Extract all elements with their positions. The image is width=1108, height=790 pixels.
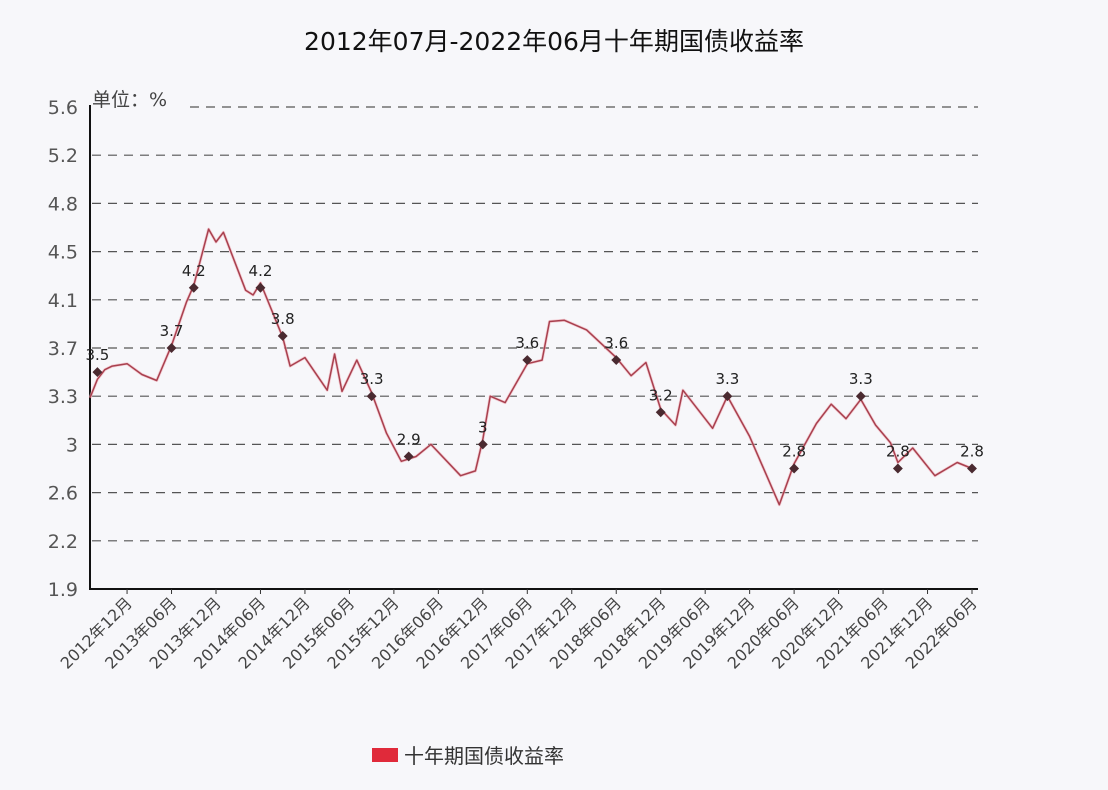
series-line-glow [88,227,973,507]
legend-label: 十年期国债收益率 [404,744,564,768]
data-point-marker [188,282,199,293]
data-point-label: 3.7 [160,322,184,340]
y-tick-label: 4.1 [48,290,78,312]
y-tick-label: 3.7 [48,338,78,360]
y-tick-label: 2.6 [48,483,78,505]
gridlines [92,106,978,542]
chart-title: 2012年07月-2022年06月十年期国债收益率 [304,27,804,56]
series-line-yield [89,228,973,506]
data-point-label: 3.8 [271,310,295,328]
y-axis-ticks: 5.6 5.2 4.8 4.5 4.1 3.7 3.3 3 2.6 2.2 1.9 [48,97,78,601]
y-tick-label: 3 [66,434,78,456]
data-point-label: 2.8 [960,443,984,461]
data-point-marker [855,391,866,402]
data-point-marker [255,282,266,293]
data-point-marker [722,391,733,402]
data-point-marker [522,355,533,365]
unit-label: 单位：% [92,89,167,111]
y-tick-label: 1.9 [48,579,78,601]
data-point-label: 3.2 [649,386,673,404]
data-point-marker [611,355,622,365]
data-point-label: 2.8 [886,443,910,461]
data-point-label: 3.3 [849,370,873,388]
data-point-label: 3.3 [715,370,739,388]
data-point-label: 3.6 [515,334,539,352]
data-point-label: 2.9 [397,430,421,448]
data-point-markers: 3.5 3.7 4.2 4.2 3.8 3.3 2.9 3 3.6 3.6 3.2 3.3 2.8 3.3… [85,262,984,474]
y-tick-label: 2.2 [48,531,78,553]
data-point-label: 3.3 [360,370,384,388]
x-axis-ticks: 2012年12月2013年06月2013年12月2014年06月2014年12月… [57,589,981,673]
data-point-marker [477,439,488,450]
data-point-marker [166,343,177,353]
data-point-marker [789,463,800,474]
data-point-label: 4.2 [249,262,273,280]
data-point-label: 3.5 [85,346,109,364]
data-point-marker [403,451,414,462]
legend-swatch [372,747,398,762]
data-point-marker [277,331,288,341]
data-point-marker [892,463,903,474]
y-tick-label: 5.2 [48,145,78,167]
data-point-label: 2.8 [782,443,806,461]
legend: 十年期国债收益率 [372,740,564,769]
y-tick-label: 4.5 [48,242,78,264]
data-point-marker [655,407,666,418]
data-point-marker [967,463,977,474]
y-tick-label: 3.3 [48,386,78,408]
data-point-marker [366,391,377,402]
data-point-label: 4.2 [182,262,206,280]
data-point-label: 3.6 [604,334,628,352]
data-point-label: 3 [478,418,488,436]
y-tick-label: 4.8 [48,193,78,215]
y-tick-label: 5.6 [48,97,78,119]
